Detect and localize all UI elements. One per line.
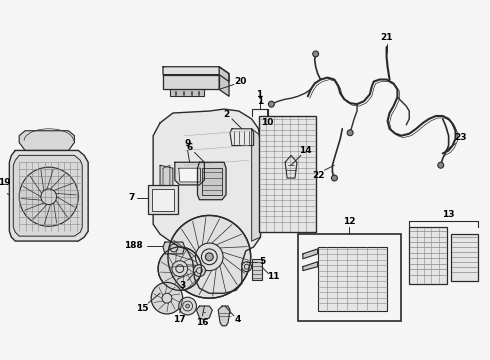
- Circle shape: [438, 162, 444, 168]
- Text: 5: 5: [259, 257, 266, 266]
- Polygon shape: [196, 306, 212, 320]
- Text: 16: 16: [196, 318, 209, 327]
- Polygon shape: [230, 129, 254, 145]
- Text: 4: 4: [235, 315, 241, 324]
- Circle shape: [347, 130, 353, 136]
- Polygon shape: [13, 156, 82, 236]
- Circle shape: [194, 265, 205, 276]
- Circle shape: [331, 175, 337, 181]
- Polygon shape: [163, 67, 229, 81]
- Circle shape: [205, 253, 213, 261]
- Circle shape: [186, 304, 190, 308]
- Text: 6: 6: [187, 143, 193, 152]
- Text: 19: 19: [0, 179, 11, 188]
- Polygon shape: [19, 131, 74, 150]
- Text: 14: 14: [299, 146, 312, 155]
- Polygon shape: [163, 75, 219, 89]
- Polygon shape: [160, 165, 173, 204]
- Polygon shape: [163, 242, 185, 254]
- Text: 188: 188: [124, 242, 143, 251]
- Text: 17: 17: [173, 315, 186, 324]
- Text: 22: 22: [313, 171, 325, 180]
- Bar: [252, 259, 262, 280]
- Polygon shape: [218, 306, 230, 326]
- Circle shape: [168, 215, 251, 298]
- Circle shape: [179, 297, 196, 315]
- Circle shape: [269, 101, 274, 107]
- Text: 2: 2: [223, 109, 229, 118]
- Polygon shape: [303, 249, 318, 259]
- Text: 13: 13: [442, 210, 455, 219]
- Circle shape: [313, 51, 318, 57]
- Text: 9: 9: [184, 139, 191, 148]
- Polygon shape: [179, 168, 200, 182]
- Text: 23: 23: [454, 133, 466, 142]
- Text: 20: 20: [235, 77, 247, 86]
- Polygon shape: [153, 109, 261, 293]
- Polygon shape: [219, 67, 229, 96]
- Text: 3: 3: [180, 281, 186, 290]
- Polygon shape: [175, 162, 204, 185]
- Polygon shape: [252, 129, 261, 241]
- Polygon shape: [197, 162, 226, 200]
- Bar: [259, 116, 316, 232]
- Text: 12: 12: [343, 217, 355, 226]
- Circle shape: [158, 247, 201, 290]
- Text: 11: 11: [267, 272, 280, 281]
- Circle shape: [151, 283, 183, 314]
- Polygon shape: [9, 150, 88, 241]
- Polygon shape: [202, 168, 222, 195]
- Text: 10: 10: [261, 118, 273, 127]
- Bar: [451, 234, 478, 282]
- Text: 1: 1: [256, 90, 263, 99]
- Text: 7: 7: [128, 193, 135, 202]
- Text: 1: 1: [257, 97, 264, 106]
- Text: 21: 21: [380, 33, 393, 42]
- Bar: [148, 185, 178, 215]
- Text: 15: 15: [136, 303, 148, 312]
- Bar: [298, 234, 401, 321]
- Polygon shape: [170, 89, 204, 96]
- Bar: [152, 189, 174, 211]
- Circle shape: [19, 167, 78, 226]
- Bar: [318, 247, 387, 311]
- Bar: [409, 227, 447, 284]
- Polygon shape: [303, 262, 318, 271]
- Polygon shape: [285, 156, 297, 178]
- Circle shape: [242, 262, 252, 271]
